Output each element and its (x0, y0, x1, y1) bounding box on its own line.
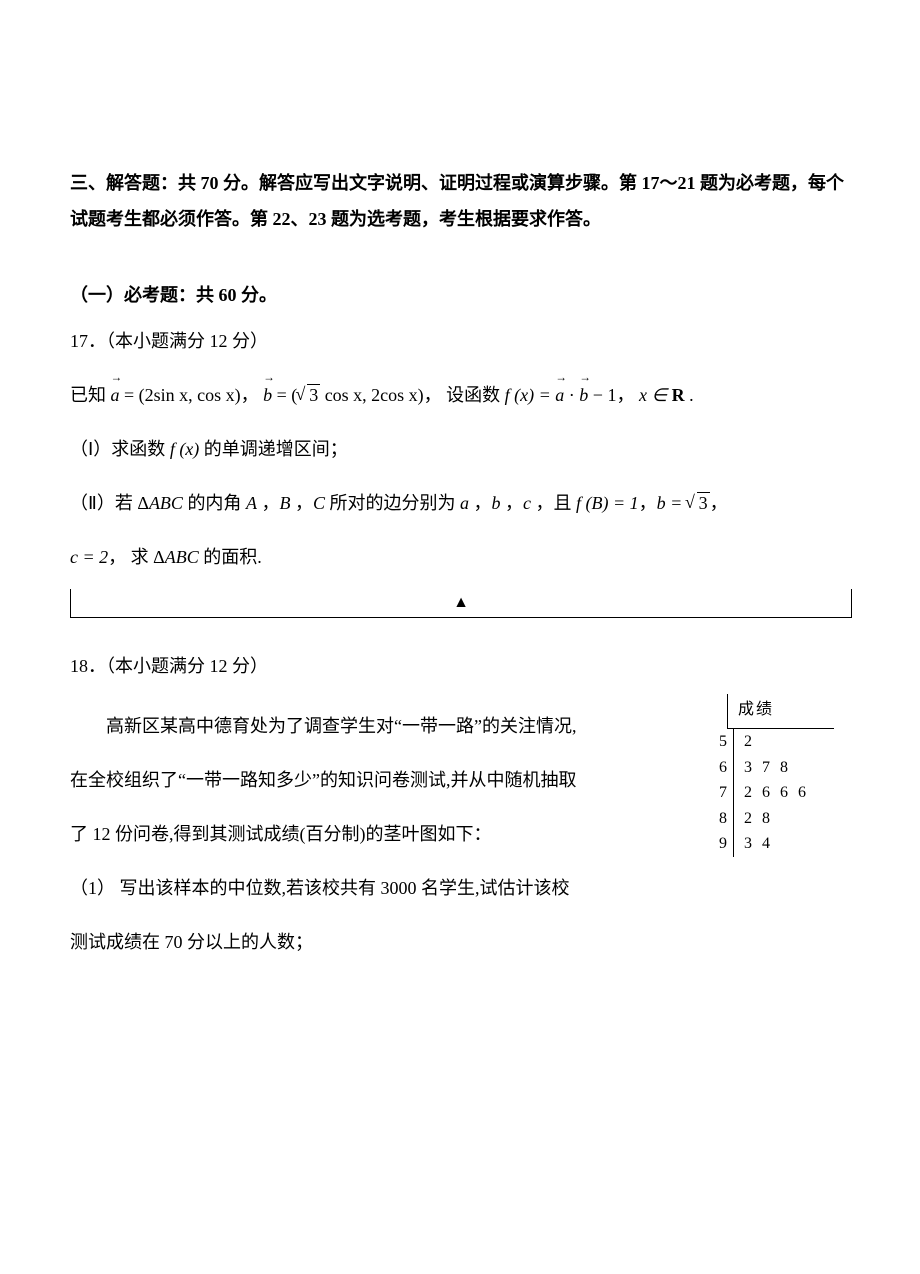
leaf-cell: 28 (734, 806, 850, 832)
stem-leaf-row: 8 28 (705, 806, 850, 832)
stem-leaf-title-stem (705, 694, 728, 729)
leaf-cell: 2666 (734, 780, 850, 806)
q17-fn-tail: − 1， (588, 385, 634, 405)
q17-p2-m1: 的内角 (183, 493, 246, 513)
stem-cell: 9 (705, 831, 734, 857)
q17-ABC2: ABC (165, 547, 199, 567)
q17-b-value-suffix: cos x, 2cos x)， (320, 385, 441, 405)
q18-p3: 了 12 份问卷,得到其测试成绩(百分制)的茎叶图如下： (70, 816, 687, 852)
q17-part2-line1: （Ⅱ）若 ΔABC 的内角 A ，B ，C 所对的边分别为 a ，b ，c ，且… (70, 485, 850, 521)
exam-page: 三、解答题：共 70 分。解答应写出文字说明、证明过程或演算步骤。第 17～21… (0, 0, 920, 1026)
q18-p1: 高新区某高中德育处为了调查学生对“一带一路”的关注情况, (70, 708, 687, 744)
q17-part1: （Ⅰ）求函数 f (x) 的单调递增区间； (70, 431, 850, 467)
q17-c6: ， (710, 493, 728, 513)
stem-leaf-row: 6 378 (705, 755, 850, 781)
q17-part2-line2: c = 2， 求 ΔABC 的面积. (70, 539, 850, 575)
leaf-cell: 378 (734, 755, 850, 781)
sqrt-icon: 3 (297, 377, 320, 413)
q17-l2-mid: ， 求 Δ (108, 547, 165, 567)
q17-p2-m2: 所对的边分别为 (325, 493, 460, 513)
q17-l2-tail: 的面积. (199, 547, 262, 567)
q18-content: 高新区某高中德育处为了调查学生对“一带一路”的关注情况, 在全校组织了“一带一路… (70, 690, 850, 966)
vector-b-icon: b (263, 377, 272, 413)
q17-p2-m3: ，且 (531, 493, 576, 513)
stem-leaf-row: 7 2666 (705, 780, 850, 806)
q18-p5: 测试成绩在 70 分以上的人数； (70, 924, 687, 960)
stem-cell: 8 (705, 806, 734, 832)
section-3-heading: 三、解答题：共 70 分。解答应写出文字说明、证明过程或演算步骤。第 17～21… (70, 165, 850, 237)
q17-period: . (685, 385, 694, 405)
stem-cell: 7 (705, 780, 734, 806)
q18-header: 18．（本小题满分 12 分） (70, 648, 850, 684)
stem-cell: 5 (705, 729, 734, 755)
q17-A: A (246, 493, 257, 513)
q17-cval: c = 2 (70, 547, 108, 567)
answer-box: ▲ (70, 589, 852, 618)
q17-part1-prefix: （Ⅰ）求函数 (70, 439, 170, 459)
answer-triangle-icon: ▲ (453, 587, 469, 619)
q17-c4: ， (500, 493, 523, 513)
stem-leaf-row: 5 2 (705, 729, 850, 755)
set-R: R (672, 385, 685, 405)
q17-fB: f (B) = 1 (576, 493, 639, 513)
stem-leaf-title: 成绩 (728, 694, 834, 729)
q17-x-in: x ∈ (639, 385, 672, 405)
q17-b-value-prefix: = ( (272, 385, 297, 405)
q17-fn-prefix: 设函数 (446, 385, 505, 405)
q17-sqrt3: 3 (307, 384, 320, 405)
leaf-cell: 34 (734, 831, 850, 857)
leaf-cell: 2 (734, 729, 850, 755)
stem-leaf-row: 9 34 (705, 831, 850, 857)
vector-b2-icon: b (579, 377, 588, 413)
sqrt2-icon: 3 (687, 485, 710, 521)
q17-c5: ， (639, 493, 657, 513)
q17-fx: f (x) = (505, 385, 556, 405)
q17-p2-prefix: （Ⅱ）若 Δ (70, 493, 149, 513)
q17-header: 17．（本小题满分 12 分） (70, 323, 850, 359)
stem-leaf-plot: 成绩 5 2 6 378 7 2666 8 28 9 34 (705, 694, 850, 857)
q17-ABC1: ABC (149, 493, 183, 513)
q18-text: 高新区某高中德育处为了调查学生对“一带一路”的关注情况, 在全校组织了“一带一路… (70, 690, 687, 966)
q17-B: B (279, 493, 290, 513)
q17-dot: · (564, 385, 579, 405)
q17-a: a (460, 493, 469, 513)
q17-part1-suffix: 的单调递增区间； (199, 439, 348, 459)
q17-bval-lhs: b = (657, 493, 687, 513)
vector-a2-icon: a (555, 377, 564, 413)
q17-part1-fx: f (x) (170, 439, 199, 459)
q17-a-value: = (2sin x, cos x)， (120, 385, 259, 405)
q17-cc: c (523, 493, 531, 513)
q18-p4: （1） 写出该样本的中位数,若该校共有 3000 名学生,试估计该校 (70, 870, 687, 906)
q17-c1: ， (257, 493, 280, 513)
q17-given: 已知 a = (2sin x, cos x)， b = ( 3 cos x, 2c… (70, 377, 850, 413)
q17-C: C (313, 493, 325, 513)
q17-c3: ， (469, 493, 492, 513)
q17-bval-rad: 3 (697, 492, 710, 513)
stem-leaf-title-row: 成绩 (705, 694, 850, 729)
stem-cell: 6 (705, 755, 734, 781)
q18-p2: 在全校组织了“一带一路知多少”的知识问卷测试,并从中随机抽取 (70, 762, 687, 798)
q17-given-prefix: 已知 (70, 385, 106, 405)
vector-a-icon: a (111, 377, 120, 413)
q17-c2: ， (290, 493, 313, 513)
section-3-sub-heading: （一）必考题：共 60 分。 (70, 277, 850, 313)
